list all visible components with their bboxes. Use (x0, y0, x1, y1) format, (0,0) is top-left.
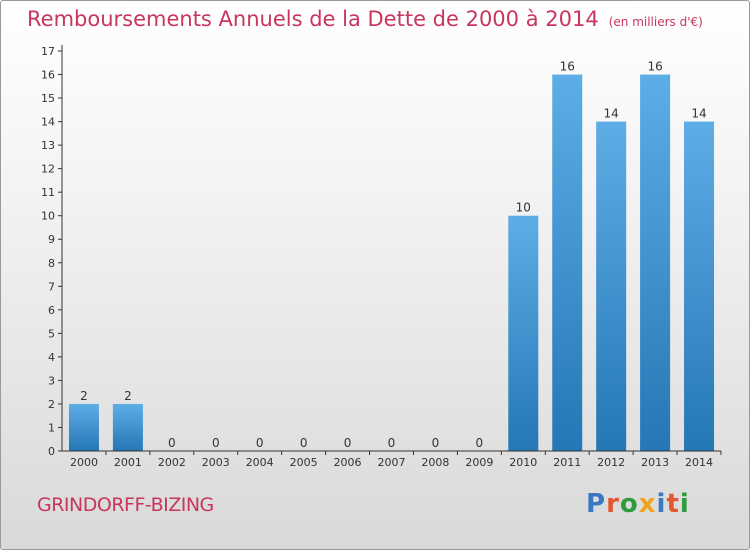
y-tick-label-9: 9 (48, 233, 55, 246)
title-main: Remboursements Annuels de la Dette de 20… (27, 7, 599, 31)
data-label-2012: 14 (604, 107, 619, 121)
x-tick-label-2013: 2013 (641, 456, 669, 469)
data-label-2002: 0 (168, 436, 176, 450)
data-label-2000: 2 (80, 389, 88, 403)
y-tick-label-1: 1 (48, 421, 55, 434)
y-tick-label-15: 15 (41, 92, 55, 105)
y-tick-label-7: 7 (48, 280, 55, 293)
x-tick-label-2007: 2007 (378, 456, 406, 469)
y-tick-label-6: 6 (48, 304, 55, 317)
logo-letter: t (666, 489, 680, 519)
bar-2001 (112, 403, 143, 451)
commune-name: GRINDORFF-BIZING (37, 494, 214, 516)
y-tick-label-4: 4 (48, 351, 55, 364)
x-tick-label-2003: 2003 (202, 456, 230, 469)
proxiti-logo[interactable]: Proxiti (586, 489, 690, 519)
logo-letter: P (586, 489, 607, 519)
bar-2010 (508, 215, 539, 451)
y-tick-label-11: 11 (41, 186, 55, 199)
y-tick-label-16: 16 (41, 69, 55, 82)
y-tick-label-17: 17 (41, 45, 55, 58)
bar-2000 (68, 403, 99, 451)
chart-title: Remboursements Annuels de la Dette de 20… (27, 7, 703, 31)
x-tick-label-2014: 2014 (685, 456, 713, 469)
bar-2012 (596, 121, 627, 452)
y-tick-label-2: 2 (48, 398, 55, 411)
x-tick-label-2001: 2001 (114, 456, 142, 469)
x-tick-label-2012: 2012 (597, 456, 625, 469)
logo-letter: r (606, 489, 620, 519)
bar-2013 (640, 74, 671, 451)
y-tick-label-5: 5 (48, 327, 55, 340)
title-unit: (en milliers d'€) (608, 15, 703, 29)
y-tick-label-14: 14 (41, 116, 55, 129)
x-tick-label-2011: 2011 (553, 456, 581, 469)
logo-letter: o (619, 489, 639, 519)
x-tick-label-2002: 2002 (158, 456, 186, 469)
y-tick-label-3: 3 (48, 374, 55, 387)
data-label-2006: 0 (344, 436, 352, 450)
bar-2011 (552, 74, 583, 451)
x-tick-label-2004: 2004 (246, 456, 274, 469)
data-label-2003: 0 (212, 436, 220, 450)
data-label-2014: 14 (691, 107, 706, 121)
y-tick-label-12: 12 (41, 163, 55, 176)
logo-letter: x (638, 489, 657, 519)
x-tick-label-2008: 2008 (421, 456, 449, 469)
data-label-2011: 16 (560, 60, 575, 74)
data-label-2005: 0 (300, 436, 308, 450)
x-tick-label-2009: 2009 (465, 456, 493, 469)
y-tick-label-0: 0 (48, 445, 55, 458)
x-tick-label-2005: 2005 (290, 456, 318, 469)
logo-letter: i (656, 489, 667, 519)
axis-layer: 2000 2001 2002 2003 2004 2005 2006 2007 2008 2009… (41, 45, 722, 469)
x-tick-label-2010: 2010 (509, 456, 537, 469)
data-label-2009: 0 (476, 436, 484, 450)
x-tick-label-2006: 2006 (334, 456, 362, 469)
logo-letter: i (679, 489, 690, 519)
data-label-2004: 0 (256, 436, 264, 450)
data-label-2001: 2 (124, 389, 132, 403)
y-tick-label-13: 13 (41, 139, 55, 152)
data-label-2007: 0 (388, 436, 396, 450)
data-label-2008: 0 (432, 436, 440, 450)
y-tick-label-10: 10 (41, 210, 55, 223)
bar-2014 (684, 121, 715, 452)
data-label-2013: 16 (647, 60, 662, 74)
bars-layer: 2 2 0 0 0 0 0 0 0 0 10 16 14 16 14 (68, 60, 715, 452)
y-tick-label-8: 8 (48, 257, 55, 270)
x-tick-label-2000: 2000 (70, 456, 98, 469)
data-label-2010: 10 (516, 201, 531, 215)
